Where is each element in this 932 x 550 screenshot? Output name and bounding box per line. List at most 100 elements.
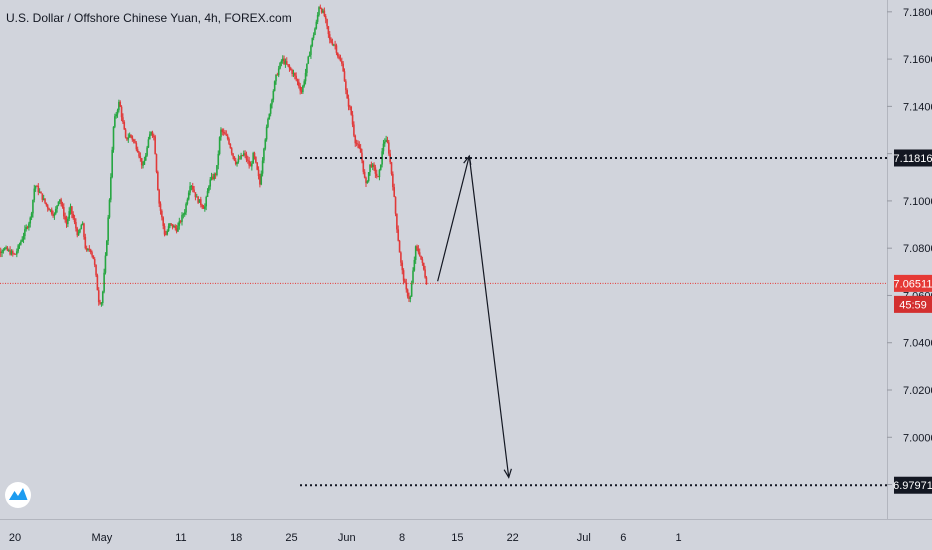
candle: [335, 43, 338, 56]
candle: [26, 225, 29, 230]
tradingview-logo-icon[interactable]: [5, 482, 31, 508]
candle: [181, 212, 183, 226]
arrow-head-down: [503, 468, 512, 479]
price-axis-badges: 7.11816 6.97971 7.06511 45:59: [893, 149, 932, 494]
candle: [242, 150, 245, 157]
svg-text:7.11816: 7.11816: [894, 153, 932, 165]
candle: [76, 226, 79, 238]
candle: [22, 232, 25, 244]
candle: [292, 69, 295, 78]
candle: [34, 185, 37, 192]
candle: [347, 94, 350, 111]
candle: [208, 185, 210, 194]
candle: [310, 44, 312, 59]
projection-arrows: [437, 154, 512, 479]
candle: [288, 64, 291, 72]
candle: [353, 121, 355, 138]
candle: [120, 105, 123, 122]
candle: [50, 207, 53, 216]
candle: [303, 79, 306, 88]
candle: [189, 182, 191, 196]
candle: [99, 299, 101, 305]
candle: [132, 138, 135, 144]
candle: [413, 256, 416, 272]
candle: [58, 199, 61, 205]
candle: [139, 152, 142, 162]
candle: [85, 245, 88, 252]
candle: [318, 6, 320, 17]
candle: [294, 72, 296, 80]
candle: [131, 135, 134, 142]
candle: [296, 78, 299, 86]
candle: [10, 249, 13, 256]
candle: [341, 57, 343, 67]
x-tick-label: 6: [620, 532, 626, 544]
candle: [295, 72, 297, 82]
candle: [182, 212, 185, 219]
candle: [312, 32, 315, 41]
candle: [366, 180, 369, 184]
candle: [97, 287, 100, 306]
candle: [370, 161, 373, 168]
candle: [351, 110, 354, 128]
candle: [116, 108, 119, 118]
candle: [91, 250, 93, 258]
candle: [147, 136, 150, 149]
candle: [280, 59, 283, 67]
y-tick-label: 7.00000: [903, 432, 932, 444]
candle: [355, 139, 358, 147]
candle: [11, 249, 14, 257]
candle: [9, 246, 11, 256]
x-tick-label: Jun: [338, 532, 356, 544]
candle: [276, 72, 279, 76]
time-axis[interactable]: 20 May 11 18 25 Jun 8 15 22 Jul 6 1: [9, 532, 682, 544]
candle: [328, 31, 331, 44]
candle: [349, 104, 351, 111]
candle: [204, 203, 206, 212]
candle: [16, 248, 18, 258]
candle: [159, 201, 162, 215]
x-tick-label: 18: [230, 532, 242, 544]
candle: [165, 230, 167, 236]
candle: [92, 255, 95, 260]
candle: [128, 132, 131, 138]
candle: [205, 195, 207, 211]
candle: [255, 156, 257, 164]
candle: [277, 65, 280, 78]
candle: [89, 248, 92, 255]
candle: [236, 161, 238, 167]
candle: [224, 130, 226, 135]
candle: [420, 255, 422, 261]
candle: [45, 202, 48, 207]
candle: [319, 4, 322, 10]
candle: [421, 256, 424, 266]
candle: [331, 38, 334, 46]
candle: [214, 172, 217, 179]
candle: [232, 152, 234, 160]
candle: [174, 224, 177, 231]
candle: [225, 130, 228, 137]
candle: [75, 218, 77, 232]
candle: [401, 260, 404, 275]
horizontal-levels: [0, 156, 887, 487]
x-tick-label: 20: [9, 532, 21, 544]
candle: [210, 172, 213, 181]
candle: [268, 113, 271, 120]
candle: [3, 247, 6, 251]
candle: [104, 252, 107, 275]
candle: [229, 143, 232, 149]
candle: [171, 224, 174, 230]
candle: [143, 156, 146, 165]
candle: [93, 257, 96, 268]
y-tick-label: 7.08000: [903, 243, 932, 255]
x-tick-label: 1: [676, 532, 682, 544]
candle: [302, 84, 304, 95]
candle: [396, 213, 398, 233]
candle: [261, 157, 264, 177]
candle: [300, 86, 303, 94]
candle: [336, 52, 339, 59]
y-tick-label: 7.14000: [903, 101, 932, 113]
candle: [84, 233, 87, 250]
